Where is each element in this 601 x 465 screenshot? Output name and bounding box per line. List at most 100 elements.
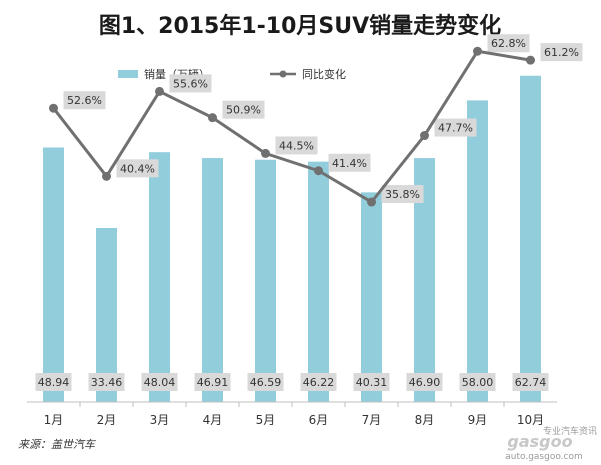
line-value-label-text: 62.8% — [491, 37, 526, 50]
bar-value-label-text: 46.59 — [250, 376, 282, 389]
chart-title: 图1、2015年1-10月SUV销量走势变化 — [99, 13, 501, 39]
line-value-label-box — [540, 43, 583, 62]
line-point — [526, 55, 535, 65]
line-point — [49, 103, 58, 113]
line-series — [52, 49, 531, 204]
line-value-label-box — [328, 153, 371, 172]
bar-value-label-box — [512, 373, 549, 391]
line-value-label: 35.8% — [381, 185, 424, 204]
bar-value-label: 46.22 — [300, 373, 337, 391]
legend-line-label: 同比变化 — [302, 67, 346, 81]
bar-value-label: 58.00 — [459, 373, 496, 391]
bar-value-labels: 48.94 33.46 48.04 46.91 46.59 46.22 40.31 46.90… — [35, 373, 549, 391]
bar-value-label-box — [406, 373, 443, 391]
bar-value-label: 40.31 — [353, 373, 390, 391]
bar-value-label-box — [300, 373, 337, 391]
line-value-label-text: 61.2% — [544, 46, 579, 59]
x-tick-label: 1月 — [44, 413, 64, 427]
bar-value-label-box — [88, 373, 125, 391]
line-value-label: 41.4% — [328, 153, 371, 172]
bar — [520, 75, 541, 402]
watermark: gasgoo 专业汽车资讯 auto.gasgoo.com — [505, 425, 597, 462]
line-value-label-text: 52.6% — [67, 94, 102, 107]
legend-bar-swatch — [118, 70, 138, 78]
bar — [43, 147, 64, 402]
bar-value-label-text: 48.04 — [144, 376, 176, 389]
line-value-label: 61.2% — [540, 43, 583, 62]
bar-value-label: 46.59 — [247, 373, 284, 391]
line-value-label: 62.8% — [487, 34, 530, 53]
bar — [361, 192, 382, 402]
line-value-label-box — [275, 136, 318, 155]
x-tick-label: 9月 — [468, 413, 488, 427]
bar — [255, 159, 276, 402]
x-tick-label: 3月 — [150, 413, 170, 427]
bar — [308, 161, 329, 402]
line-value-label: 47.7% — [434, 118, 477, 137]
line-points — [49, 46, 535, 207]
bar-value-label: 48.04 — [141, 373, 178, 391]
bar-series — [43, 75, 541, 403]
bar-value-label-text: 58.00 — [462, 376, 494, 389]
x-tick-label: 2月 — [97, 413, 117, 427]
bar — [202, 158, 223, 402]
line-value-label-text: 44.5% — [279, 139, 314, 152]
line-point — [314, 166, 323, 176]
x-axis-ticks: 1月 2月 3月 4月 5月 6月 7月 8月 9月 10月 — [44, 402, 544, 427]
line-value-label: 52.6% — [63, 91, 106, 110]
bar-value-label: 33.46 — [88, 373, 125, 391]
line-value-label-text: 35.8% — [385, 188, 420, 201]
line-point — [208, 113, 217, 123]
x-tick-label: 6月 — [309, 413, 329, 427]
line-point — [473, 46, 482, 56]
watermark-url: auto.gasgoo.com — [505, 452, 583, 462]
bar-value-label-text: 40.31 — [356, 376, 388, 389]
bar-value-label-text: 46.91 — [197, 376, 229, 389]
line-point — [102, 171, 111, 181]
line-value-label-box — [169, 74, 212, 93]
line-value-label-text: 50.9% — [226, 104, 261, 117]
line-point — [155, 86, 164, 96]
watermark-tagline: 专业汽车资讯 — [543, 425, 597, 437]
line-value-label-text: 55.6% — [173, 77, 208, 90]
line-value-label-text: 47.7% — [438, 122, 473, 135]
line-value-label-box — [116, 159, 159, 178]
bar — [149, 152, 170, 402]
bar-value-label-box — [194, 373, 231, 391]
bar-value-label: 62.74 — [512, 373, 549, 391]
bar — [467, 100, 488, 403]
bar-value-label: 46.90 — [406, 373, 443, 391]
line-value-label-box — [63, 91, 106, 110]
legend-line-marker — [279, 70, 287, 78]
bar-value-label-text: 62.74 — [515, 376, 547, 389]
x-tick-label: 4月 — [203, 413, 223, 427]
line-point — [420, 131, 429, 141]
x-tick-label: 10月 — [517, 413, 544, 427]
bar-value-label-text: 48.94 — [38, 376, 70, 389]
line-value-label-box — [487, 34, 530, 53]
x-tick-label: 8月 — [415, 413, 435, 427]
bar — [414, 158, 435, 402]
bar-value-label-text: 46.22 — [303, 376, 335, 389]
bar-value-label-text: 33.46 — [91, 376, 123, 389]
bar-value-label-box — [459, 373, 496, 391]
bar-value-label-box — [141, 373, 178, 391]
line-value-label: 40.4% — [116, 159, 159, 178]
line-value-label: 44.5% — [275, 136, 318, 155]
bar-value-label-box — [353, 373, 390, 391]
bar-value-label: 46.91 — [194, 373, 231, 391]
legend: 销量（万辆） 同比变化 — [118, 67, 346, 81]
line-value-label: 55.6% — [169, 74, 212, 93]
line-value-label: 50.9% — [222, 100, 265, 119]
line-value-label-box — [381, 185, 424, 204]
line-value-label-box — [434, 118, 477, 137]
line-point — [261, 148, 270, 158]
x-tick-label: 5月 — [256, 413, 276, 427]
bar-value-label-box — [35, 373, 72, 391]
watermark-logo: gasgoo — [507, 432, 572, 451]
source-note: 来源：盖世汽车 — [18, 438, 97, 451]
line-point — [367, 197, 376, 207]
bar — [96, 228, 117, 402]
line-value-labels: 52.6% 40.4% 55.6% 50.9% 44.5% 41.4% 35.8% 47.7%… — [63, 34, 583, 204]
